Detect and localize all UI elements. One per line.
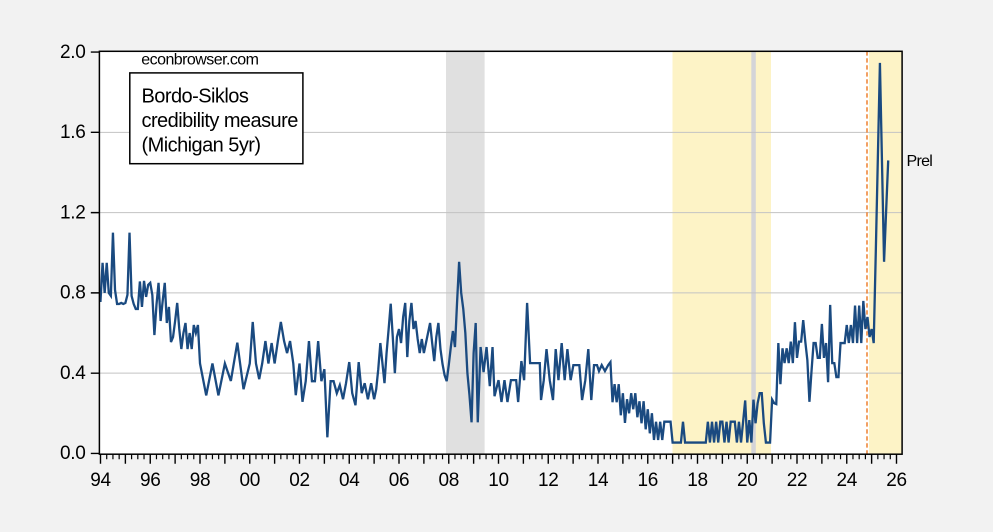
svg-text:(Michigan 5yr): (Michigan 5yr)	[142, 135, 261, 157]
svg-text:Prel: Prel	[907, 153, 933, 170]
svg-text:96: 96	[140, 470, 161, 491]
svg-text:20: 20	[737, 470, 758, 491]
svg-text:10: 10	[488, 470, 509, 491]
svg-text:0.4: 0.4	[60, 363, 86, 384]
svg-text:Bordo-Siklos: Bordo-Siklos	[142, 85, 249, 107]
svg-text:14: 14	[588, 470, 609, 491]
svg-text:06: 06	[389, 470, 410, 491]
svg-text:94: 94	[90, 470, 111, 491]
svg-text:24: 24	[836, 470, 857, 491]
svg-text:2.0: 2.0	[60, 42, 86, 63]
svg-text:08: 08	[438, 470, 459, 491]
svg-text:04: 04	[339, 470, 360, 491]
svg-text:98: 98	[190, 470, 211, 491]
svg-text:0.8: 0.8	[60, 283, 86, 304]
svg-text:12: 12	[538, 470, 559, 491]
svg-text:22: 22	[787, 470, 808, 491]
svg-text:0.0: 0.0	[60, 443, 86, 464]
svg-text:02: 02	[289, 470, 310, 491]
svg-text:26: 26	[886, 470, 907, 491]
svg-text:18: 18	[687, 470, 708, 491]
svg-text:credibility measure: credibility measure	[142, 110, 299, 132]
svg-text:00: 00	[239, 470, 260, 491]
svg-text:16: 16	[637, 470, 658, 491]
svg-text:1.6: 1.6	[60, 122, 86, 143]
svg-text:econbrowser.com: econbrowser.com	[141, 52, 258, 69]
svg-text:1.2: 1.2	[60, 202, 86, 223]
